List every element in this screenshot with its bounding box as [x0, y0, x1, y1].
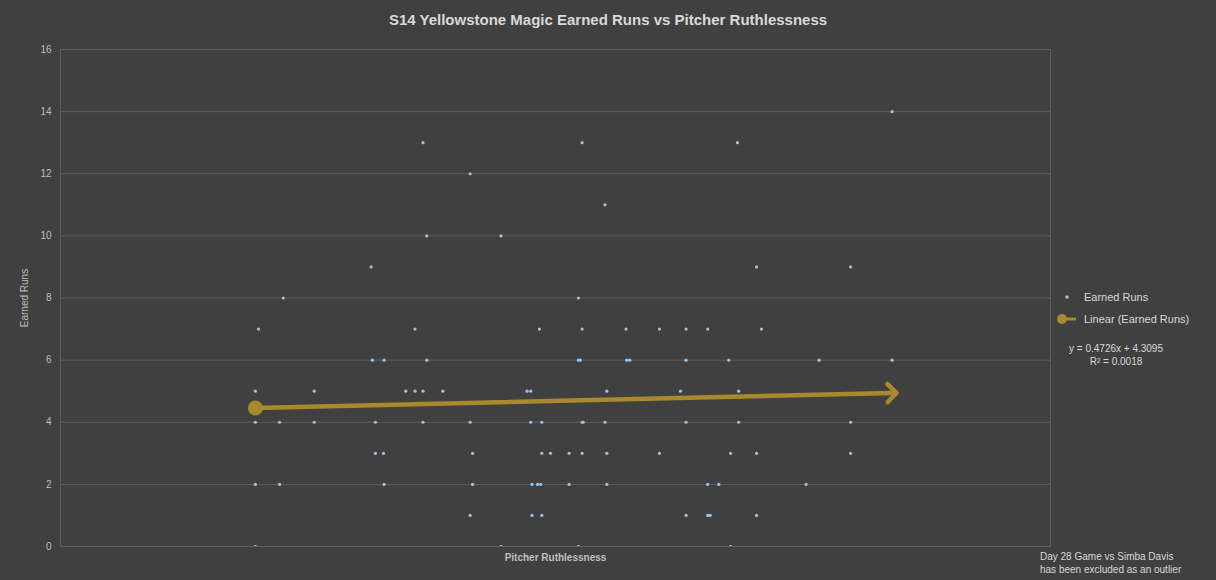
svg-text:14: 14 — [40, 106, 52, 117]
html-text:S14 Yellowstone Magic Earned R: S14 Yellowstone Magic Earned Runs vs Pit… — [388, 11, 828, 28]
svg-text:Pitcher Ruthlessness: Pitcher Ruthlessness — [505, 552, 607, 563]
svg-text:4: 4 — [46, 416, 52, 427]
html-text:Earned Runs: Earned Runs — [1084, 291, 1149, 303]
svg-text:6: 6 — [46, 354, 52, 365]
html-text:has been excluded as an outlie: has been excluded as an outlier — [1040, 564, 1182, 575]
html-text:Linear (Earned Runs): Linear (Earned Runs) — [1084, 313, 1190, 325]
svg-text:2: 2 — [46, 479, 52, 490]
svg-text:12: 12 — [40, 168, 52, 179]
html-text:y = 0.4726x + 4.3095: y = 0.4726x + 4.3095 — [1069, 343, 1163, 354]
html-text:R² = 0.0018: R² = 0.0018 — [1089, 356, 1143, 367]
svg-text:16: 16 — [40, 44, 52, 55]
svg-text:0: 0 — [46, 541, 52, 552]
svg-text:Earned Runs: Earned Runs — [19, 269, 30, 327]
svg-text:10: 10 — [40, 230, 52, 241]
svg-text:8: 8 — [46, 292, 52, 303]
html-text:Day 28 Game vs Simba Davis: Day 28 Game vs Simba Davis — [1040, 551, 1174, 562]
